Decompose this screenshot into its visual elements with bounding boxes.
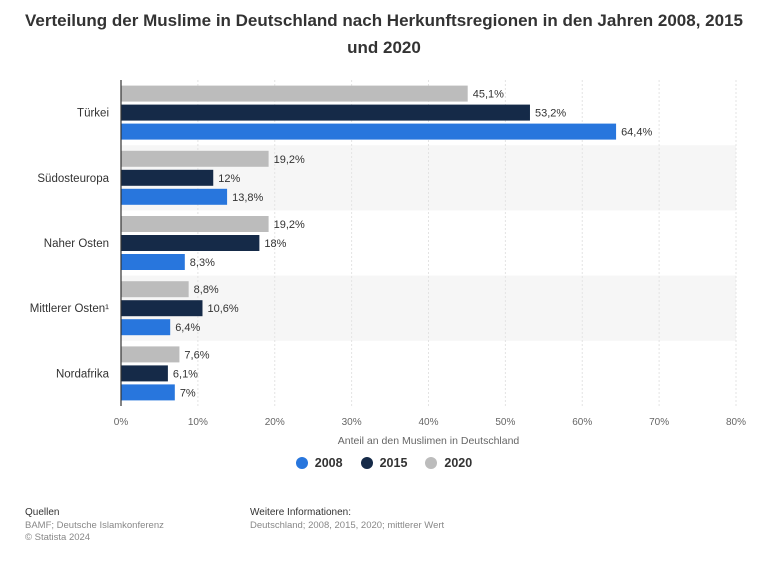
data-label: 13,8% <box>232 192 263 204</box>
bar-2015[interactable] <box>121 365 168 382</box>
bar-2020[interactable] <box>121 150 269 167</box>
x-tick-label: 50% <box>495 417 515 428</box>
bar-2008[interactable] <box>121 123 617 140</box>
bar-2015[interactable] <box>121 104 530 121</box>
x-tick-label: 0% <box>114 417 129 428</box>
category-label: Nordafrika <box>56 368 110 380</box>
bar-2020[interactable] <box>121 281 189 298</box>
x-tick-label: 20% <box>265 417 285 428</box>
tick-labels: 0% 10% 20% 30% 40% 50% 60% 70% 80% <box>114 417 746 428</box>
legend: 2008 2015 2020 <box>0 456 768 470</box>
sources-heading: Quellen <box>25 507 60 518</box>
data-labels: 45,1% 53,2% 64,4% 19,2% 12% 13,8% 19,2% 18% 8,3%… <box>173 89 653 400</box>
data-label: 64,4% <box>621 127 652 139</box>
sources-block: Quellen BAMF; Deutsche Islamkonferenz © … <box>25 507 164 544</box>
bar-2020[interactable] <box>121 85 468 102</box>
bar-chart: 45,1% 53,2% 64,4% 19,2% 12% 13,8% 19,2% 18% 8,3%… <box>30 80 746 447</box>
x-tick-label: 40% <box>418 417 438 428</box>
legend-item-2015[interactable]: 2015 <box>360 456 408 470</box>
data-label: 45,1% <box>473 89 504 101</box>
category-label: Naher Osten <box>44 238 109 250</box>
bar-2020[interactable] <box>121 346 180 363</box>
legend-dot-2020 <box>425 457 438 469</box>
bars <box>121 85 617 401</box>
data-label: 7% <box>180 387 196 399</box>
legend-dot-2008 <box>295 457 308 469</box>
data-label: 7,6% <box>184 349 209 361</box>
category-label: Türkei <box>77 108 109 120</box>
legend-item-2008[interactable]: 2008 <box>295 456 343 470</box>
chart-title: Verteilung der Muslime in Deutschland na… <box>25 11 743 57</box>
data-label: 53,2% <box>535 108 566 120</box>
info-block: Weitere Informationen: Deutschland; 2008… <box>250 507 444 532</box>
bar-2008[interactable] <box>121 188 228 205</box>
x-tick-label: 30% <box>342 417 362 428</box>
x-tick-label: 10% <box>188 417 208 428</box>
data-label: 19,2% <box>274 154 305 166</box>
bar-2008[interactable] <box>121 254 185 270</box>
legend-dot-2015 <box>360 457 373 469</box>
data-label: 12% <box>218 173 240 185</box>
bar-2008[interactable] <box>121 319 171 336</box>
legend-item-2020[interactable]: 2020 <box>425 456 472 470</box>
info-text: Deutschland; 2008, 2015, 2020; mittlerer… <box>250 520 445 531</box>
data-label: 6,4% <box>175 322 200 334</box>
data-label: 8,8% <box>194 284 219 296</box>
data-label: 18% <box>264 238 286 250</box>
bar-2015[interactable] <box>121 169 214 186</box>
data-label: 6,1% <box>173 368 198 380</box>
category-label: Südosteuropa <box>37 173 109 185</box>
x-tick-label: 60% <box>572 417 592 428</box>
x-axis-label: Anteil an den Muslimen in Deutschland <box>338 435 520 447</box>
info-heading: Weitere Informationen: <box>250 507 351 518</box>
data-label: 19,2% <box>274 219 305 231</box>
legend-label-2020: 2020 <box>444 456 473 470</box>
legend-label-2015: 2015 <box>379 456 408 470</box>
data-label: 10,6% <box>207 303 238 315</box>
x-tick-label: 70% <box>649 417 669 428</box>
sources-text: BAMF; Deutsche Islamkonferenz <box>25 520 164 531</box>
category-label: Mittlerer Osten¹ <box>30 303 109 315</box>
legend-label-2008: 2008 <box>314 456 343 470</box>
bar-2015[interactable] <box>121 235 260 251</box>
bar-2015[interactable] <box>121 300 203 317</box>
copyright-text: © Statista 2024 <box>25 532 91 543</box>
category-labels: Türkei Südosteuropa Naher Osten Mittlerer O… <box>30 108 110 381</box>
bar-2008[interactable] <box>121 384 175 401</box>
x-tick-label: 80% <box>726 417 746 428</box>
data-label: 8,3% <box>190 257 215 269</box>
bar-2020[interactable] <box>121 216 269 232</box>
